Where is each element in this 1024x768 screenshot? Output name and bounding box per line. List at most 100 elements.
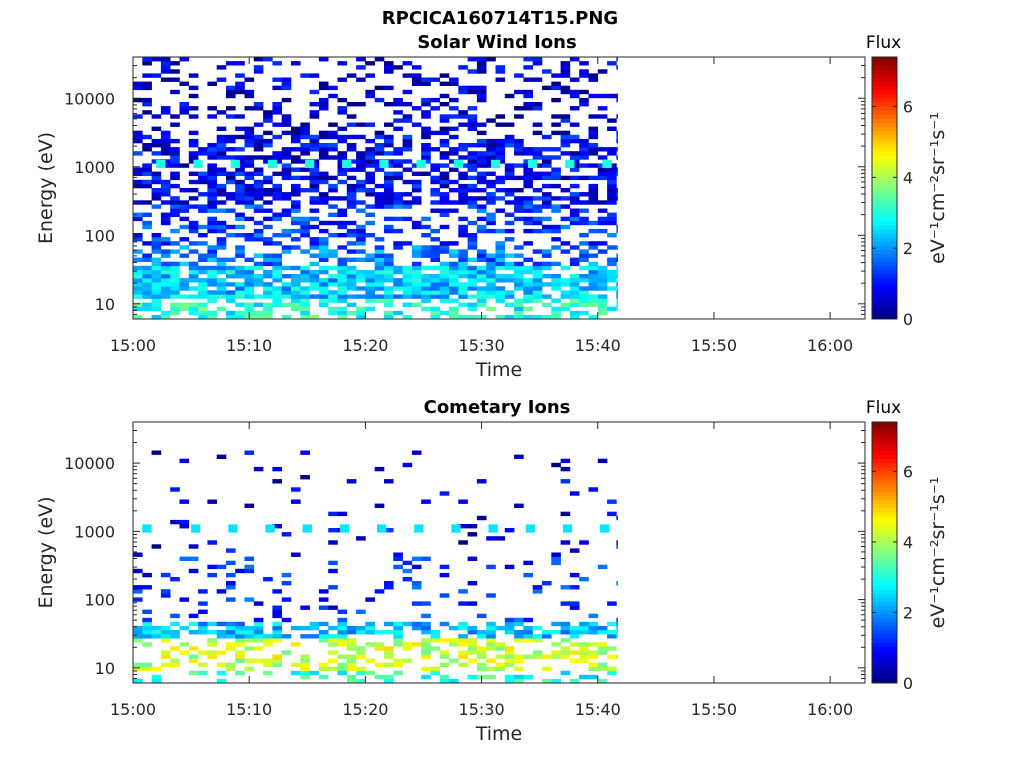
heatmap-cell (393, 552, 403, 557)
heatmap-cell (263, 188, 273, 193)
heatmap-cell (309, 274, 320, 279)
heatmap-cell (151, 286, 162, 291)
heatmap-cell (291, 204, 301, 209)
heatmap-cell (356, 77, 366, 82)
heatmap-cell (216, 278, 227, 283)
heatmap-cell (198, 314, 208, 320)
heatmap-cell (244, 638, 255, 643)
heatmap-cell (309, 282, 320, 287)
heatmap-cell (402, 621, 413, 627)
heatmap-cell (253, 621, 264, 627)
heatmap-cell (365, 89, 375, 95)
heatmap-cell (346, 638, 357, 643)
heatmap-cell (328, 130, 338, 136)
heatmap-cell (170, 163, 180, 168)
heatmap-cell (393, 658, 403, 663)
heatmap-cell (514, 106, 524, 111)
heatmap-cell (569, 678, 580, 684)
heatmap-cell (411, 581, 422, 586)
heatmap-cell (179, 625, 190, 631)
heatmap-cell (588, 220, 599, 226)
colorbar-segment (872, 621, 897, 627)
heatmap-cell (597, 147, 608, 152)
peak-cell (414, 524, 424, 533)
heatmap-cell (569, 138, 580, 144)
colorbar-tick-label: 0 (903, 310, 913, 329)
peak-cell (488, 524, 498, 533)
heatmap-cell (384, 143, 394, 148)
heatmap-cell (188, 621, 199, 627)
heatmap-cell (281, 233, 292, 238)
heatmap-cell (607, 183, 617, 189)
heatmap-cell (244, 192, 255, 197)
heatmap-cell (495, 294, 506, 299)
heatmap-cell (244, 138, 255, 144)
heatmap-cell (300, 167, 310, 172)
heatmap-cell (476, 278, 487, 283)
heatmap-cell (430, 106, 440, 111)
heatmap-cell (542, 228, 552, 234)
heatmap-cell (402, 642, 413, 647)
panel-title: Solar Wind Ions (417, 32, 576, 53)
heatmap-cell (244, 666, 255, 672)
heatmap-cell (170, 261, 180, 267)
heatmap-cell (235, 81, 245, 86)
heatmap-cell (560, 638, 571, 643)
heatmap-cell (588, 630, 599, 635)
heatmap-cell (235, 253, 245, 258)
heatmap-cell (467, 151, 478, 156)
heatmap-cell (318, 134, 329, 140)
heatmap-cell (216, 126, 227, 131)
heatmap-cell (160, 662, 171, 667)
heatmap-cell (188, 556, 199, 561)
heatmap-cell (235, 147, 245, 152)
heatmap-cell (142, 642, 152, 647)
heatmap-cell (579, 294, 589, 299)
heatmap-cell (467, 57, 478, 62)
heatmap-cell (291, 294, 301, 299)
heatmap-cell (160, 134, 171, 140)
heatmap-cell (597, 216, 608, 222)
heatmap-cell (514, 454, 524, 459)
heatmap-cell (133, 130, 143, 136)
heatmap-cell (216, 269, 227, 275)
colorbar-segment (872, 519, 897, 525)
colorbar-segment (872, 495, 897, 500)
heatmap-cell (439, 269, 450, 275)
heatmap-cell (328, 310, 338, 316)
heatmap-cell (309, 138, 320, 144)
heatmap-cell (179, 556, 190, 561)
heatmap-cell (170, 89, 180, 95)
heatmap-cell (588, 282, 599, 287)
heatmap-cell (449, 208, 459, 213)
heatmap-cell (411, 220, 422, 226)
heatmap-cell (198, 310, 208, 316)
heatmap-cell (207, 654, 217, 659)
heatmap-cell (551, 282, 561, 287)
heatmap-cell (337, 220, 348, 226)
heatmap-cell (142, 143, 152, 148)
heatmap-cell (467, 196, 478, 201)
heatmap-cell (272, 658, 282, 663)
heatmap-cell (569, 261, 580, 267)
heatmap-cell (337, 294, 348, 299)
heatmap-cell (226, 625, 236, 631)
heatmap-cell (393, 642, 403, 647)
heatmap-cell (384, 674, 394, 680)
heatmap-cell (384, 216, 394, 222)
heatmap-cell (207, 163, 217, 168)
heatmap-cell (551, 678, 561, 684)
colorbar-segment (872, 286, 897, 291)
heatmap-cell (476, 286, 487, 291)
heatmap-cell (235, 159, 245, 164)
heatmap-cell (142, 294, 152, 299)
heatmap-cell (551, 130, 561, 136)
heatmap-cell (411, 290, 422, 295)
heatmap-cell (170, 310, 180, 316)
heatmap-cell (170, 519, 180, 525)
heatmap-cell (337, 609, 348, 614)
heatmap-cell (346, 249, 357, 254)
heatmap-cell (309, 114, 320, 119)
heatmap-cell (607, 167, 617, 172)
